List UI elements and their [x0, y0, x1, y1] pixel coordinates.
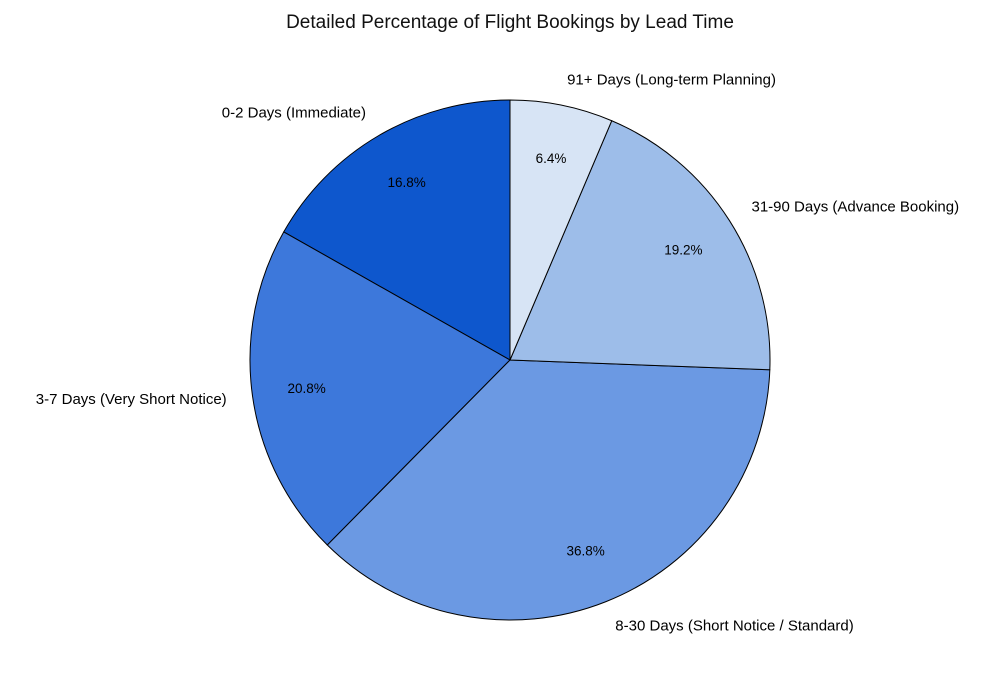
pie-pct-label-3-7-days-very-short-notice: 20.8% [287, 381, 325, 396]
pie-pct-label-0-2-days-immediate: 16.8% [387, 175, 425, 190]
pie-category-label-8-30-days-short-notice-standard: 8-30 Days (Short Notice / Standard) [615, 617, 853, 634]
pie-pct-label-91-days-long-term-planning: 6.4% [536, 151, 567, 166]
pie-category-label-0-2-days-immediate: 0-2 Days (Immediate) [222, 104, 366, 121]
pie-slice-31-90-days-advance-booking [509, 120, 771, 371]
chart-title: Detailed Percentage of Flight Bookings b… [286, 12, 734, 33]
pie-slice-8-30-days-short-notice-standard [326, 359, 771, 621]
pie-slice-0-2-days-immediate [283, 99, 511, 361]
pie-category-label-3-7-days-very-short-notice: 3-7 Days (Very Short Notice) [36, 391, 227, 408]
pie-pct-label-31-90-days-advance-booking: 19.2% [664, 242, 702, 257]
pie-category-label-91-days-long-term-planning: 91+ Days (Long-term Planning) [567, 71, 776, 88]
pie-category-label-31-90-days-advance-booking: 31-90 Days (Advance Booking) [752, 198, 960, 215]
pie-slice-91-days-long-term-planning [509, 99, 613, 361]
pie-pct-label-8-30-days-short-notice-standard: 36.8% [566, 544, 604, 559]
pie-slice-3-7-days-very-short-notice [249, 231, 511, 546]
